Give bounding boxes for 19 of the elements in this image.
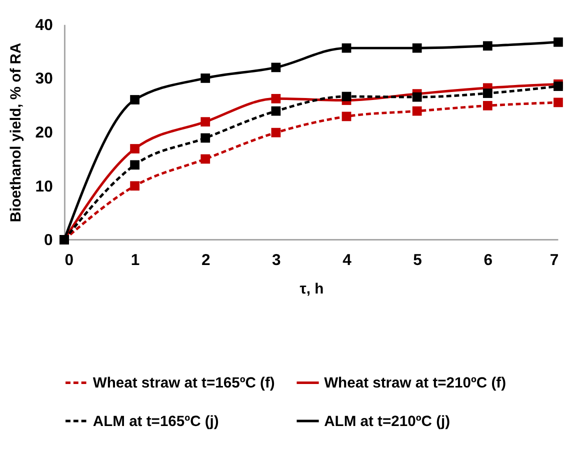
y-tick-label: 40 <box>35 16 54 34</box>
x-tick-label: 3 <box>272 252 282 269</box>
x-axis-title: τ, h <box>300 282 324 298</box>
legend-label: ALM at t=165ºC (j) <box>92 414 219 430</box>
y-tick-label: 20 <box>35 124 54 142</box>
x-tick-label: 0 <box>64 252 74 269</box>
x-tick-label: 6 <box>484 252 493 269</box>
x-tick-label: 2 <box>201 252 210 269</box>
x-tick-label: 7 <box>550 252 559 269</box>
x-tick-label: 1 <box>130 252 140 269</box>
x-tick-label: 4 <box>342 252 352 269</box>
x-tick-label: 5 <box>413 252 422 269</box>
y-axis-title: Bioethanol yield, % of RA <box>8 42 24 222</box>
y-tick-label: 0 <box>44 232 54 250</box>
legend-label: ALM at t=210ºC (j) <box>324 414 450 430</box>
legend-label: Wheat straw at t=210ºC (f) <box>324 376 506 392</box>
legend-label: Wheat straw at t=165ºC (f) <box>92 376 275 392</box>
y-tick-label: 30 <box>35 70 54 88</box>
y-tick-label: 10 <box>35 178 54 196</box>
